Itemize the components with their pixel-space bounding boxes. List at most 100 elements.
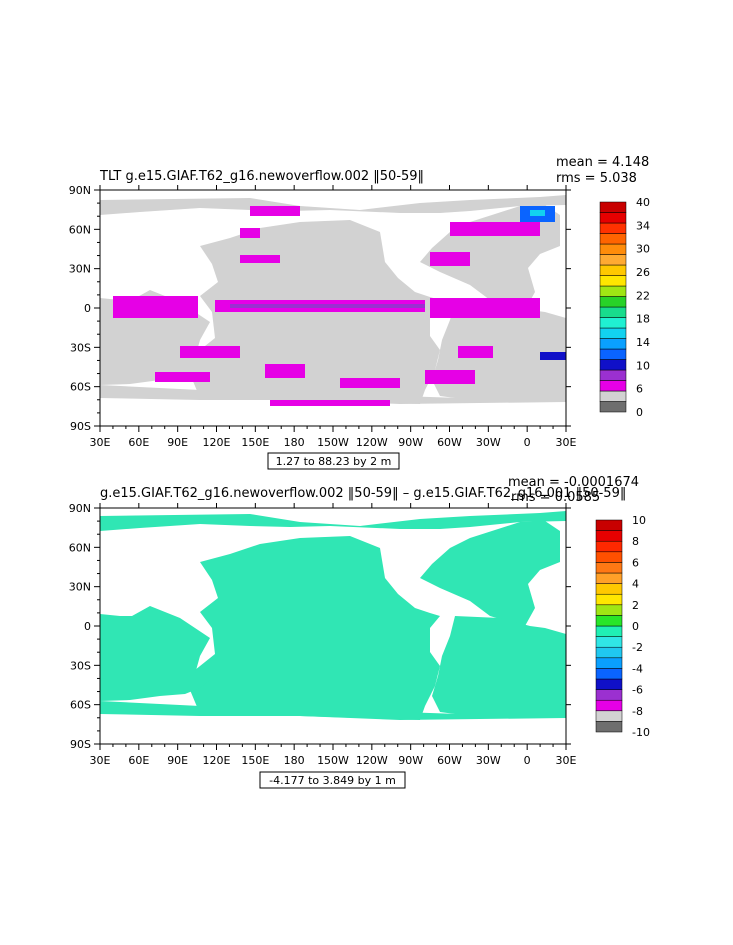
colorbar-swatch (599, 222, 627, 234)
pacific-ocean-region-2 (185, 536, 440, 720)
panel-2: g.e15.GIAF.T62_g16.newoverflow.002 ‖50-5… (69, 475, 650, 789)
colorbar-swatch (595, 572, 623, 584)
colorbar-label: -6 (632, 684, 643, 697)
panel-1-map: 30E 60E 90E 120E 150E 180 150W 120W 90W 60W 30W 0 30… (69, 184, 577, 449)
y-tick-label: 60S (70, 381, 91, 394)
panel-2-ticks: 30E 60E 90E 120E 150E 180 150W 120W 90W 60W 30W 0 30… (69, 502, 577, 767)
x-tick-label: 60E (128, 754, 149, 767)
colorbar-label: 30 (636, 243, 650, 256)
colorbar-swatch (599, 338, 627, 350)
colorbar-swatch (595, 615, 623, 627)
colorbar-swatch (599, 306, 627, 318)
panel-1-ticks: 30E 60E 90E 120E 150E 180 150W 120W 90W 60W 30W 0 30… (69, 184, 577, 449)
colorbar-swatch (599, 390, 627, 402)
panel-1-colorbar: 0 6 10 14 18 22 26 30 34 40 (599, 196, 650, 419)
y-tick-label: 30N (69, 263, 91, 276)
colorbar-label: 8 (632, 535, 639, 548)
y-tick-label: 30S (70, 341, 91, 354)
x-tick-label: 150W (317, 754, 349, 767)
colorbar-swatch (595, 540, 623, 553)
colorbar-label: 18 (636, 313, 650, 326)
colorbar-swatch (595, 646, 623, 659)
x-tick-label: 90W (398, 436, 423, 449)
colorbar-swatch (599, 243, 627, 255)
x-tick-label: 60W (437, 436, 462, 449)
panel-2-title: g.e15.GIAF.T62_g16.newoverflow.002 ‖50-5… (100, 486, 626, 501)
agulhas-blue (540, 352, 566, 360)
x-tick-label: 150E (241, 754, 269, 767)
colorbar-label: 14 (636, 336, 650, 349)
x-tick-label: 30E (556, 436, 577, 449)
x-tick-label: 0 (524, 436, 531, 449)
indian-band (113, 296, 198, 318)
colorbar-swatch (599, 401, 627, 413)
panel-1-rms: rms = 5.038 (556, 171, 637, 186)
colorbar-label: 0 (636, 406, 643, 419)
x-tick-label: 90E (167, 436, 188, 449)
north-atlantic-region-2 (420, 521, 560, 626)
southern-indian-band (180, 346, 240, 358)
gulf-stream-band (430, 252, 470, 266)
colorbar-label: 10 (636, 359, 650, 372)
arctic-ocean-region (100, 195, 566, 215)
panel-2-colorbar: -10 -8 -6 -4 -2 0 2 4 6 8 10 (595, 514, 650, 739)
colorbar-swatch (595, 721, 623, 733)
colorbar-swatch (595, 604, 623, 616)
colorbar-label: -10 (632, 726, 650, 739)
colorbar-swatch (595, 636, 623, 648)
colorbar-swatch (595, 562, 623, 574)
drake-band (425, 370, 475, 384)
equatorial-core (230, 304, 425, 308)
colorbar-label: 34 (636, 219, 650, 232)
panel-2-mean: mean = -0.0001674 (508, 475, 639, 490)
x-tick-label: 180 (284, 436, 305, 449)
x-tick-label: 0 (524, 754, 531, 767)
y-tick-label: 90N (69, 502, 91, 515)
colorbar-swatch (599, 348, 627, 360)
x-tick-label: 120W (356, 436, 388, 449)
kamchatka-band (240, 228, 260, 238)
colorbar-swatch (595, 530, 623, 542)
southern-ocean-region-2 (100, 701, 566, 720)
panel-1-range-box (267, 452, 400, 470)
colorbar-label: -8 (632, 705, 643, 718)
kuroshio-band (240, 255, 280, 263)
colorbar-swatch (595, 519, 623, 531)
panel-1-title: TLT g.e15.GIAF.T62_g16.newoverflow.002 ‖… (99, 169, 424, 184)
south-atlantic-region-2 (432, 616, 566, 716)
panel-1-field (100, 195, 566, 406)
colorbar-swatch (599, 380, 627, 392)
x-tick-label: 180 (284, 754, 305, 767)
x-tick-label: 90E (167, 754, 188, 767)
colorbar-label: 22 (636, 289, 650, 302)
colorbar-label: 4 (632, 578, 639, 591)
colorbar-swatch (599, 254, 627, 266)
south-atlantic-band (458, 346, 493, 358)
arctic-band (250, 206, 300, 216)
colorbar-swatch (595, 657, 623, 669)
colorbar-swatch (599, 275, 627, 287)
panel-2-range-label: -4.177 to 3.849 by 1 m (269, 774, 396, 787)
x-tick-label: 90W (398, 754, 423, 767)
antarctic-coastal-band (270, 400, 390, 406)
y-tick-label: 30S (70, 659, 91, 672)
x-tick-label: 30W (476, 436, 501, 449)
colorbar-swatch (599, 296, 627, 308)
colorbar-swatch (595, 593, 623, 606)
y-tick-label: 0 (84, 620, 91, 633)
subpolar-band (450, 222, 540, 236)
colorbar-label: 40 (636, 196, 650, 209)
colorbar-swatch (599, 359, 627, 371)
southern-ocean-band-2 (265, 364, 305, 378)
colorbar-label: 2 (632, 599, 639, 612)
x-tick-label: 120E (203, 436, 231, 449)
x-tick-label: 150E (241, 436, 269, 449)
colorbar-swatch (595, 583, 623, 595)
colorbar-swatch (595, 678, 623, 690)
colorbar-swatch (599, 201, 627, 213)
y-tick-label: 90N (69, 184, 91, 197)
colorbar-label: -2 (632, 641, 643, 654)
nordic-cyan (530, 210, 545, 216)
arctic-ocean-region-2 (100, 511, 566, 531)
colorbar-swatch (599, 285, 627, 297)
